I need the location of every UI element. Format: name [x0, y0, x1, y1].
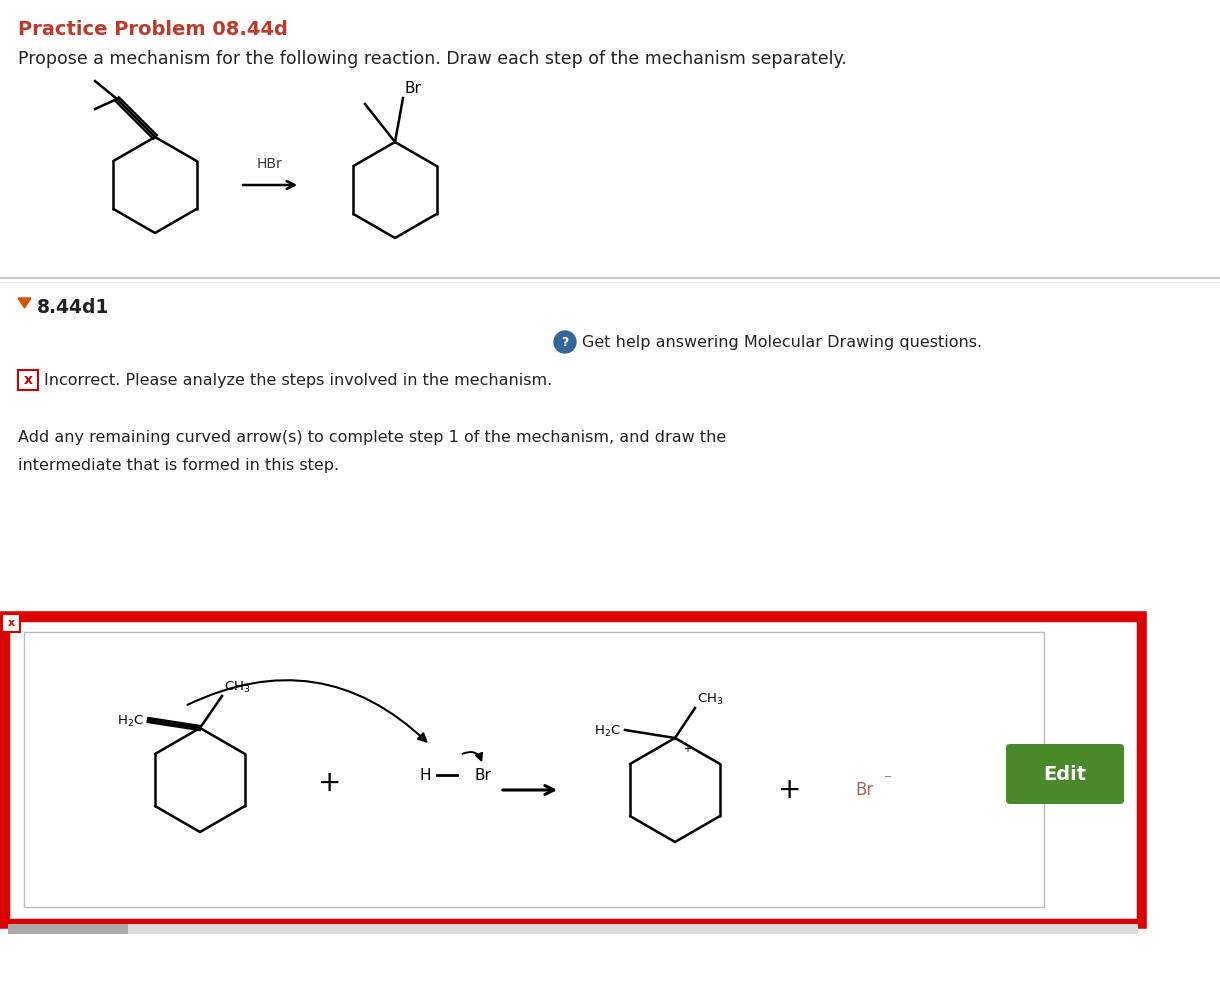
Text: H: H [420, 768, 431, 782]
FancyBboxPatch shape [2, 614, 20, 632]
Text: +: + [318, 769, 342, 797]
Polygon shape [18, 298, 31, 308]
Text: Br: Br [405, 81, 422, 96]
Text: CH$_3$: CH$_3$ [224, 680, 250, 695]
FancyBboxPatch shape [2, 614, 1144, 926]
Text: x: x [23, 373, 33, 387]
Text: Get help answering Molecular Drawing questions.: Get help answering Molecular Drawing que… [582, 335, 982, 349]
Text: $^{-}$: $^{-}$ [883, 773, 892, 787]
Text: H$_2$C: H$_2$C [594, 723, 621, 739]
FancyBboxPatch shape [9, 620, 1138, 920]
Text: Br: Br [475, 768, 492, 782]
Text: ?: ? [561, 336, 569, 348]
FancyBboxPatch shape [18, 370, 38, 390]
Text: Edit: Edit [1043, 765, 1087, 783]
Text: $^+$: $^+$ [681, 744, 692, 758]
FancyBboxPatch shape [9, 924, 128, 934]
FancyArrowPatch shape [188, 680, 426, 742]
Circle shape [554, 331, 576, 353]
Text: CH$_3$: CH$_3$ [697, 692, 723, 707]
FancyBboxPatch shape [24, 632, 1044, 907]
FancyArrowPatch shape [462, 752, 482, 761]
Text: H$_2$C: H$_2$C [117, 713, 144, 728]
Text: Propose a mechanism for the following reaction. Draw each step of the mechanism : Propose a mechanism for the following re… [18, 50, 847, 68]
Text: x: x [7, 618, 15, 628]
Text: +: + [778, 776, 802, 804]
Text: HBr: HBr [257, 157, 283, 171]
FancyBboxPatch shape [1006, 744, 1124, 804]
FancyBboxPatch shape [9, 924, 1138, 934]
Text: 8.44d1: 8.44d1 [37, 298, 110, 317]
Text: Add any remaining curved arrow(s) to complete step 1 of the mechanism, and draw : Add any remaining curved arrow(s) to com… [18, 430, 726, 445]
Text: Incorrect. Please analyze the steps involved in the mechanism.: Incorrect. Please analyze the steps invo… [44, 373, 553, 388]
Text: intermediate that is formed in this step.: intermediate that is formed in this step… [18, 458, 339, 473]
Text: Practice Problem 08.44d: Practice Problem 08.44d [18, 20, 288, 39]
Text: Br: Br [855, 781, 874, 799]
